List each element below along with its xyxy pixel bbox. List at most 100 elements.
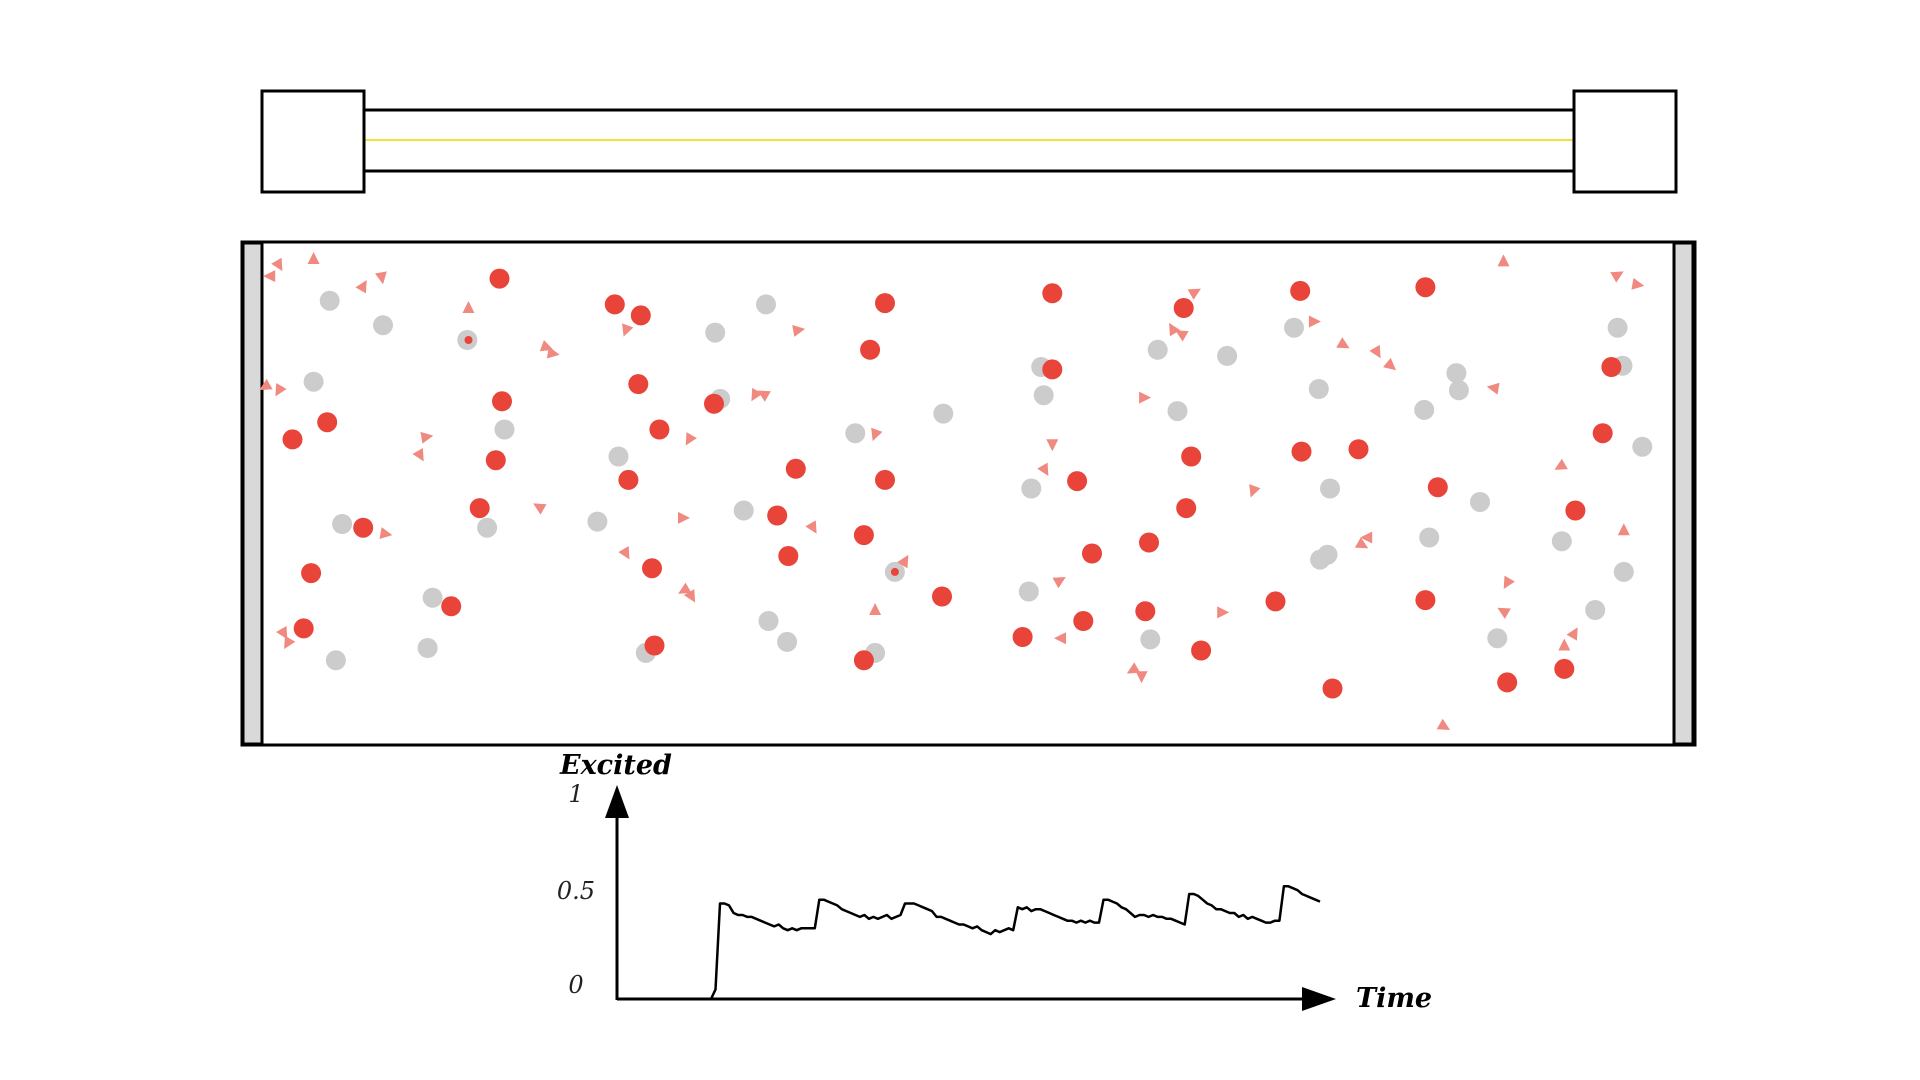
excited-atom — [1565, 500, 1586, 521]
photon-marker — [1554, 458, 1568, 470]
photon-marker — [683, 589, 696, 603]
photon-marker — [462, 301, 475, 313]
excited-atom — [1042, 359, 1063, 380]
ground-state-atom — [1470, 492, 1490, 512]
ground-state-atom — [1147, 339, 1168, 360]
y-axis-arrowhead — [605, 785, 629, 818]
photon-marker — [1369, 344, 1381, 359]
ground-state-atom — [1167, 401, 1188, 422]
x-axis-arrowhead — [1302, 987, 1336, 1011]
ground-state-atom — [1308, 379, 1329, 399]
excited-core-dot — [890, 567, 899, 576]
excited-atom — [853, 650, 874, 671]
photon-marker — [678, 582, 692, 594]
x-axis-title: Time — [1356, 983, 1432, 1014]
excited-atom — [282, 429, 303, 450]
excited-atom — [875, 469, 895, 490]
excited-atom — [767, 505, 788, 526]
ground-state-atom — [1217, 345, 1238, 366]
ground-state-atom — [1018, 581, 1039, 602]
y-tick-label-0: 0 — [568, 971, 583, 999]
ground-state-atom — [1320, 478, 1340, 499]
photon-marker — [1360, 531, 1373, 544]
photon-marker — [897, 554, 909, 569]
ground-state-atom — [1446, 363, 1467, 384]
photon-marker — [618, 546, 630, 560]
photon-marker — [275, 382, 287, 397]
ground-state-atom — [1487, 628, 1508, 649]
photon-marker — [375, 271, 387, 285]
chamber-frame — [240, 240, 1697, 747]
left-mirror-wall — [241, 241, 264, 746]
ground-state-atom — [1140, 629, 1161, 650]
ground-state-atom — [319, 290, 340, 311]
ground-state-atom — [417, 638, 438, 658]
excited-atom — [1554, 658, 1575, 679]
photon-marker — [1054, 632, 1066, 645]
photon-marker — [307, 252, 320, 264]
photon-marker — [259, 378, 273, 391]
photon-marker — [412, 447, 424, 462]
excited-atom — [628, 374, 649, 395]
ground-state-atom — [1613, 561, 1634, 582]
ground-state-atom — [777, 631, 798, 652]
photon-marker — [1135, 671, 1148, 684]
excited-chart: Excited Time 0 0.5 1 — [557, 750, 1432, 1014]
y-tick-label-1: 1 — [568, 780, 583, 808]
photon-marker — [1486, 382, 1500, 395]
excited-atom — [1348, 439, 1369, 460]
ground-state-atom — [422, 587, 443, 608]
ground-state-atom — [1585, 600, 1606, 620]
photon-marker — [1139, 391, 1152, 404]
photon-marker — [379, 527, 393, 539]
excited-atom — [644, 635, 665, 656]
ground-state-atom — [325, 650, 346, 671]
gain-medium-chamber — [240, 240, 1697, 747]
excited-atom — [1265, 591, 1286, 612]
ground-state-atom — [758, 611, 779, 631]
excited-atom — [604, 294, 625, 315]
photon-marker — [284, 635, 296, 650]
photon-marker — [263, 270, 276, 283]
photon-marker — [546, 346, 560, 359]
ground-state-atom — [1551, 531, 1572, 552]
photon-marker — [1497, 607, 1511, 619]
photon-marker — [1558, 638, 1571, 651]
photon-marker — [1169, 322, 1181, 337]
excited-atom — [1073, 611, 1094, 631]
excited-atom — [317, 412, 338, 433]
photon-marker — [1046, 439, 1059, 452]
photon-marker — [420, 431, 434, 444]
excited-atom — [1173, 298, 1194, 318]
left-mirror-block — [260, 89, 366, 194]
ground-state-atom — [608, 446, 629, 467]
photon-marker — [1354, 537, 1369, 549]
excited-atom — [785, 458, 806, 479]
photon-marker — [751, 387, 763, 402]
ground-state-atom — [587, 511, 608, 532]
ground-state-atom — [1021, 478, 1042, 499]
excited-atom — [293, 618, 314, 639]
excited-atom — [1139, 532, 1159, 553]
right-mirror-block — [1572, 89, 1678, 194]
ground-state-atom — [477, 517, 498, 538]
ground-state-atom — [332, 514, 353, 534]
excited-atom — [1176, 498, 1197, 519]
excited-atom — [492, 391, 512, 412]
photon-marker — [1126, 662, 1141, 674]
photon-marker — [1217, 606, 1230, 619]
photon-marker — [1052, 577, 1066, 589]
excited-atom — [353, 517, 374, 538]
right-mirror-wall — [1672, 241, 1695, 746]
excited-atom — [1601, 357, 1622, 377]
ground-state-atom — [1607, 317, 1628, 338]
ground-state-atom — [845, 423, 866, 444]
excited-atom — [1012, 627, 1033, 647]
ground-state-atom — [756, 294, 776, 315]
photon-marker — [1631, 277, 1645, 290]
excited-atom — [1415, 277, 1436, 298]
photon-marker — [1497, 254, 1510, 267]
photon-marker — [1249, 484, 1261, 498]
photon-marker — [1503, 575, 1515, 590]
